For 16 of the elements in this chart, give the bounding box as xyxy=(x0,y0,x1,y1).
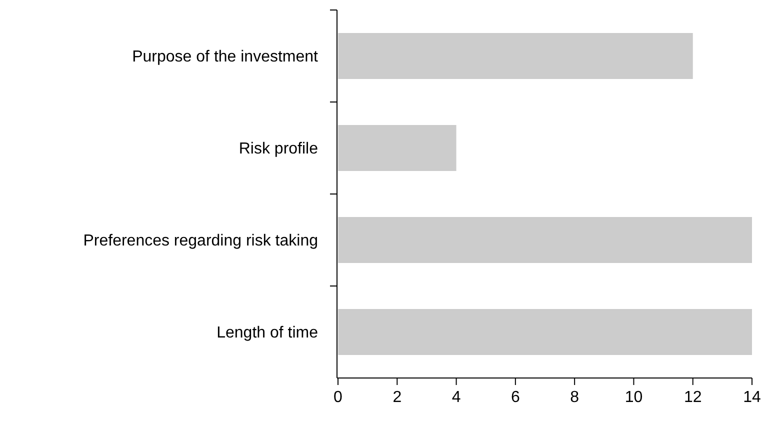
x-tick-label: 10 xyxy=(624,389,643,406)
bar xyxy=(338,309,752,355)
x-tick-label: 6 xyxy=(510,389,520,406)
y-tick-label: Length of time xyxy=(216,324,318,342)
x-tick-label: 12 xyxy=(684,389,702,406)
x-tick-label: 14 xyxy=(743,389,761,406)
x-tick-label: 2 xyxy=(392,389,402,406)
x-tick-label: 4 xyxy=(452,389,461,406)
bar xyxy=(338,217,752,263)
bar xyxy=(338,33,693,79)
x-tick-label: 0 xyxy=(334,389,343,406)
x-tick-label: 8 xyxy=(570,389,580,406)
y-tick-label: Risk profile xyxy=(238,140,318,158)
y-tick-label: Preferences regarding risk taking xyxy=(83,232,318,250)
y-tick-label: Purpose of the investment xyxy=(132,48,319,66)
bar xyxy=(338,125,456,171)
